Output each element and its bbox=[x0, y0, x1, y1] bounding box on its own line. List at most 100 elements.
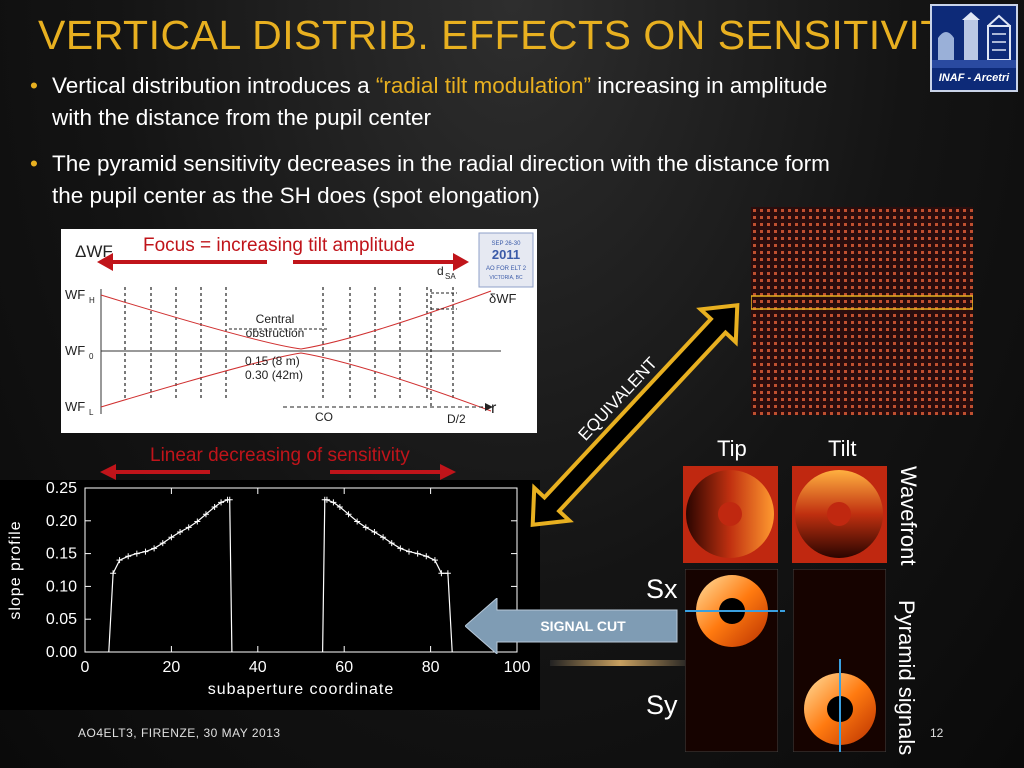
data-point bbox=[406, 548, 412, 555]
svg-text:SA: SA bbox=[445, 272, 456, 281]
tip-pyramid-signals-image bbox=[685, 569, 778, 752]
co-label: CO bbox=[315, 410, 333, 424]
y-axis-label: slope profile bbox=[7, 520, 24, 619]
linear-label-group: Linear decreasing of sensitivity bbox=[100, 445, 456, 480]
bullet-2-text: The pyramid sensitivity decreases in the… bbox=[52, 151, 830, 208]
y-tick-label: 0.25 bbox=[46, 480, 77, 497]
pyramid-signals-label: Pyramid signals bbox=[894, 600, 919, 756]
wf0-label: WF bbox=[65, 343, 85, 358]
svg-text:H: H bbox=[89, 296, 95, 305]
data-point bbox=[380, 534, 387, 541]
delta-wf-right-label: δWF bbox=[489, 291, 517, 306]
data-point bbox=[116, 557, 123, 564]
delta-wf-label: ΔWF bbox=[75, 242, 113, 261]
page-number: 12 bbox=[930, 726, 944, 740]
bullet-item-2: • The pyramid sensitivity decreases in t… bbox=[30, 148, 860, 212]
data-point bbox=[110, 570, 117, 577]
focus-arrow-left-head bbox=[97, 253, 113, 271]
slope-series-left bbox=[108, 499, 233, 653]
svg-text:L: L bbox=[89, 408, 94, 417]
sy-label: Sy bbox=[646, 690, 678, 720]
x-tick-label: 40 bbox=[249, 659, 267, 676]
plot-frame bbox=[84, 487, 518, 653]
data-point bbox=[388, 540, 395, 547]
slope-profile-svg: 0 20 40 60 80 100 0.00 0.05 0.10 0.15 0.20 0.25 suba… bbox=[7, 480, 530, 698]
sh-spot-grid-image bbox=[751, 207, 973, 415]
bullet-dot: • bbox=[30, 151, 38, 176]
data-point bbox=[211, 504, 218, 511]
footer-text: AO4ELT3, FIRENZE, 30 MAY 2013 bbox=[78, 726, 281, 740]
x-tick-label: 60 bbox=[335, 659, 353, 676]
bullet-1-text: Vertical distribution introduces a bbox=[52, 73, 376, 98]
logo-text: INAF - Arcetri bbox=[938, 72, 1010, 84]
data-point bbox=[177, 528, 184, 535]
bullet-item-1: • Vertical distribution introduces a “ra… bbox=[30, 70, 860, 134]
data-point bbox=[414, 550, 421, 557]
svg-text:VICTORIA, BC: VICTORIA, BC bbox=[489, 275, 523, 281]
data-point bbox=[354, 518, 361, 525]
tilt-wavefront-image bbox=[792, 466, 887, 563]
conference-badge: SEP 26-30 2011 AO FOR ELT 2 VICTORIA, BC bbox=[478, 232, 534, 288]
x-tick-label: 0 bbox=[81, 659, 90, 676]
highlighted-row bbox=[751, 295, 973, 310]
y-tick-label: 0.05 bbox=[46, 611, 77, 628]
data-point bbox=[159, 540, 166, 547]
equivalent-arrow: EQUIVALENT bbox=[530, 303, 740, 527]
dsa-label: d bbox=[437, 264, 444, 278]
tip-wavefront-image bbox=[683, 466, 778, 563]
y-tick-label: 0.00 bbox=[46, 644, 77, 661]
wavefront-label: Wavefront bbox=[896, 466, 921, 566]
x-tick-label: 20 bbox=[163, 659, 181, 676]
central-label: Central bbox=[256, 312, 295, 326]
data-point bbox=[323, 496, 330, 503]
data-point bbox=[423, 553, 430, 560]
data-point bbox=[218, 499, 225, 506]
wf-low-label: WF bbox=[65, 399, 85, 414]
wavefront-diagram-svg: Focus = increasing tilt amplitude ΔWF SE… bbox=[65, 232, 534, 426]
d-half-label: D/2 bbox=[447, 412, 466, 426]
inaf-arcetri-logo: INAF - Arcetri bbox=[930, 4, 1018, 92]
svg-text:0: 0 bbox=[89, 352, 94, 361]
data-point bbox=[397, 545, 404, 552]
x-tick-label: 80 bbox=[422, 659, 440, 676]
linear-decrease-label: Linear decreasing of sensitivity bbox=[150, 445, 410, 466]
tilt-label: Tilt bbox=[828, 436, 857, 461]
y-tick-label: 0.15 bbox=[46, 546, 77, 563]
sx-label: Sx bbox=[646, 574, 678, 604]
data-point bbox=[438, 570, 445, 577]
signal-cut-label: SIGNAL CUT bbox=[540, 618, 626, 634]
data-point bbox=[371, 528, 378, 535]
data-point bbox=[444, 570, 451, 577]
slope-profile-chart: 0 20 40 60 80 100 0.00 0.05 0.10 0.15 0.20 0.25 suba… bbox=[0, 480, 540, 710]
focus-arrow-right-head bbox=[453, 253, 469, 271]
tilt-pyramid-signals-image bbox=[793, 569, 886, 752]
signal-cut-arrow: SIGNAL CUT bbox=[465, 598, 678, 654]
data-point bbox=[431, 557, 438, 564]
data-point bbox=[345, 511, 352, 518]
svg-text:AO FOR ELT 2: AO FOR ELT 2 bbox=[486, 266, 527, 272]
r-axis-label: r bbox=[491, 400, 497, 417]
wf-low-curve bbox=[100, 352, 492, 412]
bullet-1-text-end: increasing in amplitude with the distanc… bbox=[52, 73, 828, 130]
bullet-dot: • bbox=[30, 73, 38, 98]
tip-label: Tip bbox=[717, 436, 747, 461]
wf-high-label: WF bbox=[65, 287, 85, 302]
data-point bbox=[202, 511, 209, 518]
bullet-list: • Vertical distribution introduces a “ra… bbox=[30, 70, 860, 226]
x-axis-label: subaperture coordinate bbox=[208, 681, 395, 698]
data-point bbox=[194, 518, 201, 525]
data-point bbox=[336, 504, 343, 511]
cut-line-extension bbox=[780, 610, 785, 612]
data-point bbox=[168, 534, 175, 541]
data-point bbox=[133, 550, 140, 557]
y-tick-label: 0.20 bbox=[46, 513, 77, 530]
subaperture-lines bbox=[124, 287, 454, 409]
data-point bbox=[142, 548, 149, 555]
data-point bbox=[185, 524, 192, 531]
value-42m: 0.30 (42m) bbox=[245, 368, 303, 382]
data-point bbox=[125, 553, 132, 560]
focus-label: Focus = increasing tilt amplitude bbox=[143, 235, 415, 256]
data-point bbox=[330, 499, 337, 506]
data-point bbox=[362, 524, 369, 531]
svg-text:SEP 26-30: SEP 26-30 bbox=[492, 241, 522, 247]
